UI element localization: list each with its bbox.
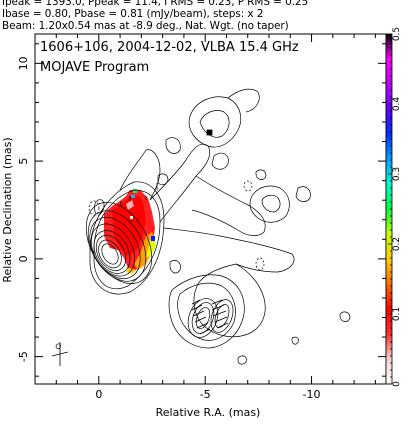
negative-contours <box>88 180 265 271</box>
y-tick-label: 10 <box>17 56 30 70</box>
y-axis-label: Relative Declination (mas) <box>1 137 14 282</box>
stats-line-1: Ipeak = 1393.0, Ppeak = 11.4, I RMS = 0.… <box>2 0 309 8</box>
plot-frame <box>34 33 387 385</box>
x-tick-label: -5 <box>200 388 211 401</box>
beam-line: Beam: 1.20x0.54 mas at -8.9 deg., Nat. W… <box>2 20 289 32</box>
y-axis-ticks <box>35 43 386 377</box>
colorbar-gradient <box>386 34 392 384</box>
beam-marker <box>51 342 69 366</box>
x-axis-label: Relative R.A. (mas) <box>156 406 261 419</box>
stats-line-2: Ibase = 0.80, Pbase = 0.81 (mJy/beam), s… <box>2 8 264 20</box>
polarization-vectors <box>120 129 229 335</box>
x-tick-labels: 0 -5 -10 <box>95 388 320 401</box>
colorbar-tick-label: 0.4 <box>392 97 402 112</box>
chart-subtitle: MOJAVE Program <box>40 60 149 75</box>
colorbar-tick-label: 0.2 <box>392 237 402 251</box>
y-tick-labels: -5 0 5 10 <box>17 56 30 362</box>
colorbar: 0 0.1 0.2 0.3 0.4 0.5 <box>385 27 402 387</box>
y-tick-label: 5 <box>17 158 30 165</box>
map-content <box>51 88 351 366</box>
x-axis-ticks <box>34 34 376 384</box>
x-tick-label: 0 <box>95 388 102 401</box>
y-tick-label: -5 <box>17 351 30 362</box>
colorbar-tick-label: 0.1 <box>392 307 402 321</box>
colorbar-tick-label: 0.3 <box>392 167 402 181</box>
x-tick-label: -10 <box>303 388 321 401</box>
y-tick-label: 0 <box>17 255 30 262</box>
chart-title: 1606+106, 2004-12-02, VLBA 15.4 GHz <box>40 40 299 55</box>
colorbar-tick-label: 0 <box>392 381 402 387</box>
colorbar-tick-label: 0.5 <box>392 27 402 41</box>
